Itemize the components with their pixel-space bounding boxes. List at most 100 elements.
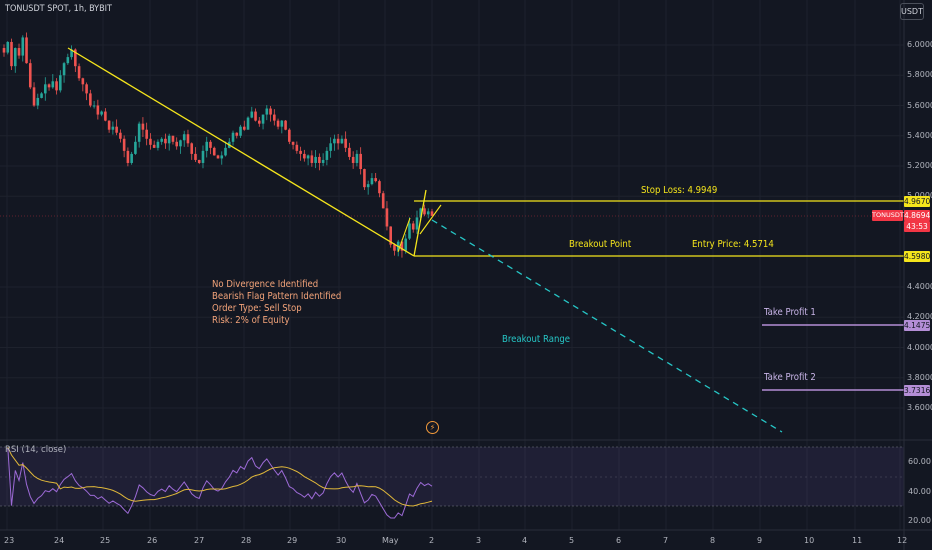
time-tick: 2	[429, 536, 435, 545]
candle-body	[363, 169, 366, 188]
candle-body	[36, 97, 40, 106]
candle-body	[423, 208, 426, 215]
candle-body	[21, 37, 25, 56]
candle-body	[111, 126, 115, 130]
candle-body	[378, 181, 381, 194]
time-tick: 23	[4, 536, 15, 545]
candle-body	[194, 153, 197, 160]
price-tick: 5.2000	[907, 161, 932, 170]
candle-body	[408, 223, 411, 239]
symbol-header[interactable]: TONUSDT SPOT, 1h, BYBIT	[5, 4, 112, 14]
rsi-band	[0, 447, 904, 506]
candle-body	[205, 141, 209, 151]
price-tick: 5.8000	[907, 70, 932, 80]
candle-body	[70, 49, 73, 58]
price-tick: 5.0000	[907, 191, 932, 200]
candle-body	[261, 114, 265, 124]
breakout-point-label: Breakout Point	[569, 239, 632, 250]
note-line: Bearish Flag Pattern Identified	[212, 291, 342, 302]
candle-body	[62, 63, 66, 76]
rsi-line	[7, 447, 433, 519]
candle-body	[190, 143, 194, 154]
candle-body	[216, 155, 220, 159]
candle-body	[51, 81, 55, 88]
candle-body	[100, 111, 103, 115]
candle-body	[220, 155, 224, 159]
price-tick: 3.8000	[907, 372, 932, 382]
candle-body	[321, 159, 325, 163]
candle-body	[242, 126, 246, 130]
candle-body	[411, 223, 415, 230]
candle-body	[28, 63, 32, 88]
candle-body	[81, 78, 85, 85]
candle-body	[141, 123, 145, 130]
time-tick: 26	[147, 536, 158, 545]
note-line: Order Type: Sell Stop	[212, 303, 302, 314]
time-tick: 6	[616, 536, 622, 545]
price-tick: 6.0000	[907, 40, 932, 49]
candle-body	[160, 138, 163, 142]
candle-body	[366, 184, 370, 188]
downtrend-line	[67, 47, 415, 257]
candle-body	[381, 193, 385, 209]
price-tick: 4.4000	[907, 282, 932, 291]
candle-body	[426, 211, 430, 215]
candle-body	[351, 156, 355, 163]
candle-body	[130, 153, 133, 163]
currency-button[interactable]: USDT	[900, 3, 924, 20]
candle-body	[32, 87, 36, 106]
candle-body	[239, 126, 242, 136]
candle-body	[333, 138, 336, 144]
candle-body	[415, 217, 419, 230]
tp1-level-tag: 4.1475	[904, 320, 931, 331]
candle-body	[6, 41, 10, 53]
candle-body	[235, 132, 239, 136]
time-tick: 24	[54, 536, 65, 545]
flag-channel-upper	[419, 204, 442, 235]
note-line: No Divergence Identified	[212, 279, 319, 290]
take-profit-2-label: Take Profit 2	[764, 372, 816, 383]
time-tick: 25	[100, 536, 111, 545]
price-tick: 5.4000	[907, 130, 932, 140]
time-tick: 27	[194, 536, 205, 545]
price-tick: 5.6000	[907, 100, 932, 110]
candle-body	[329, 143, 332, 151]
candle-body	[336, 138, 340, 144]
current-symbol-tag: TONUSDT	[872, 210, 904, 221]
candle-body	[182, 134, 186, 141]
time-tick: 30	[336, 536, 347, 545]
candle-body	[269, 108, 272, 115]
rsi-title[interactable]: RSI (14, close)	[5, 445, 67, 455]
price-tick: 4.0000	[907, 342, 932, 352]
candle-body	[265, 108, 269, 115]
candle-body	[164, 138, 167, 144]
breakout-range-label: Breakout Range	[502, 334, 571, 345]
current-price-tag: 4.8694	[904, 210, 931, 221]
candle-body	[77, 66, 81, 79]
candle-body	[355, 153, 359, 163]
candle-body	[314, 156, 317, 163]
candle-body	[92, 105, 96, 107]
candle-body	[59, 75, 62, 91]
lightning-icon[interactable]: ⚡	[426, 421, 439, 434]
candle-body	[137, 123, 141, 142]
candle-body	[145, 129, 148, 139]
rsi-tick: 60.00	[908, 457, 931, 466]
candle-body	[119, 132, 122, 139]
entry-price-label: Entry Price: 4.5714	[692, 239, 774, 250]
time-tick: 3	[476, 536, 482, 545]
candle-body	[209, 141, 212, 148]
time-tick: 4	[522, 536, 528, 545]
candle-body	[400, 241, 404, 251]
candle-body	[348, 147, 351, 157]
candle-body	[47, 84, 51, 88]
candle-body	[306, 155, 310, 159]
candle-body	[299, 150, 302, 154]
candle-body	[318, 156, 321, 163]
candle-body	[171, 135, 175, 142]
candle-body	[104, 111, 107, 121]
candle-body	[393, 244, 396, 251]
candle-body	[340, 138, 344, 144]
candle-body	[212, 147, 216, 156]
